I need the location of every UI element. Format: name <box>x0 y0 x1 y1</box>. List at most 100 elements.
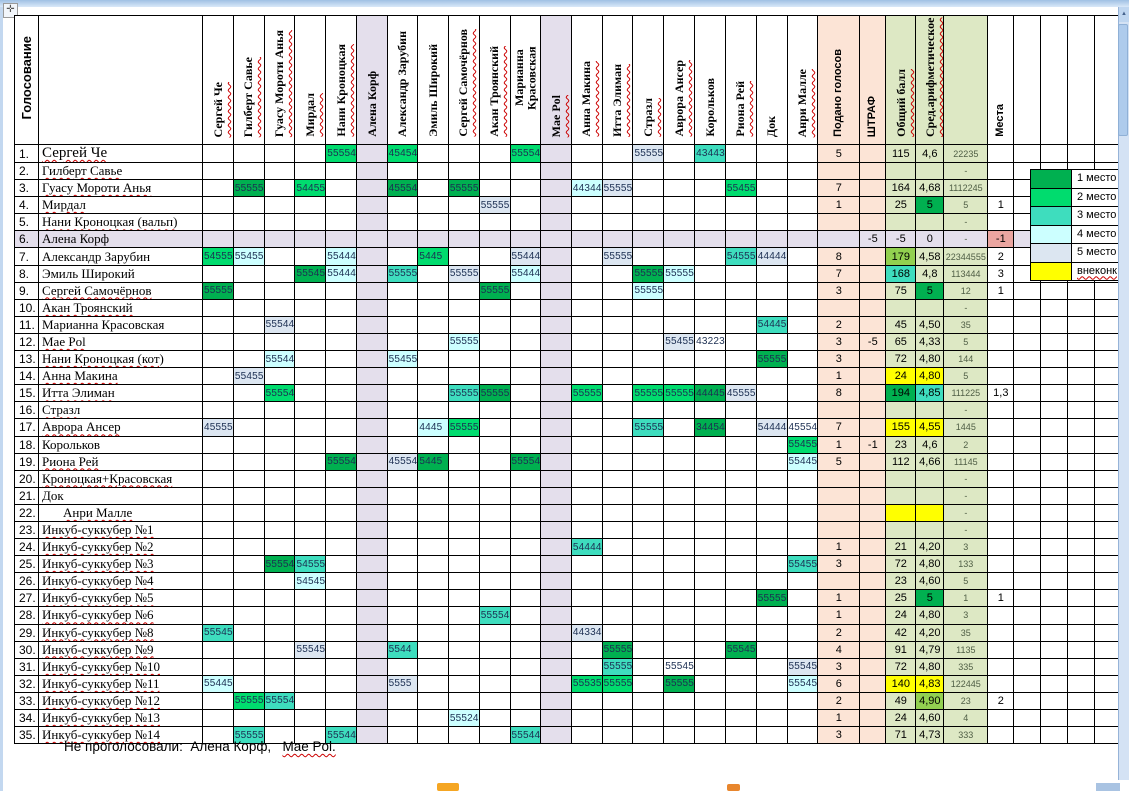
vote-cell[interactable] <box>755 144 788 163</box>
participant-name-cell[interactable]: Анна Макина <box>38 367 203 386</box>
vote-cell[interactable] <box>386 418 419 437</box>
vote-cell[interactable] <box>447 161 480 181</box>
vote-cell[interactable] <box>263 726 296 745</box>
vote-cell[interactable] <box>478 674 511 693</box>
total-score-cell[interactable] <box>885 401 917 420</box>
vote-cell[interactable]: 55554 <box>263 384 296 403</box>
vote-cell[interactable] <box>632 503 665 522</box>
empty-cell[interactable] <box>1094 298 1123 317</box>
vote-cell[interactable] <box>509 469 542 488</box>
vote-cell[interactable] <box>202 161 234 181</box>
vote-cell[interactable] <box>478 315 511 334</box>
vote-cell[interactable] <box>417 589 449 608</box>
vote-cell[interactable] <box>447 572 480 591</box>
vote-cell[interactable] <box>202 401 234 420</box>
average-cell[interactable] <box>915 298 945 317</box>
place-cell[interactable]: 1,3 <box>987 384 1015 403</box>
vote-cell[interactable]: 43443 <box>694 144 726 163</box>
vote-cell[interactable]: 5544 <box>386 640 419 659</box>
vote-cell[interactable] <box>325 281 358 300</box>
vote-cell[interactable] <box>724 503 757 522</box>
votes-count-cell[interactable] <box>817 298 861 317</box>
vote-cell[interactable] <box>263 179 296 198</box>
vote-cell[interactable] <box>447 674 480 693</box>
vote-cell[interactable] <box>509 367 542 386</box>
vote-cell[interactable] <box>263 230 296 249</box>
empty-cell[interactable] <box>1013 401 1042 420</box>
empty-cell[interactable] <box>1013 298 1042 317</box>
vote-cell[interactable] <box>786 332 819 352</box>
vote-cell[interactable] <box>232 384 265 403</box>
places-list-cell[interactable]: 35 <box>943 315 989 334</box>
vote-cell[interactable] <box>540 452 572 471</box>
vote-cell[interactable] <box>417 367 449 386</box>
vote-cell[interactable] <box>356 708 388 728</box>
vote-cell[interactable] <box>386 367 419 386</box>
row-number-cell[interactable]: 30. <box>14 640 39 659</box>
vote-cell[interactable] <box>325 606 358 625</box>
vote-cell[interactable] <box>540 606 572 625</box>
vote-cell[interactable] <box>263 606 296 625</box>
penalty-cell[interactable] <box>859 401 887 420</box>
vote-cell[interactable] <box>447 350 480 369</box>
vote-cell[interactable] <box>325 538 358 557</box>
penalty-cell[interactable] <box>859 247 887 266</box>
vote-cell[interactable] <box>509 179 542 198</box>
vote-cell[interactable] <box>202 435 234 454</box>
vote-cell[interactable]: 55555 <box>632 264 665 283</box>
vote-cell[interactable] <box>202 708 234 728</box>
participant-name-cell[interactable]: Инкуб-суккубер №11 <box>38 674 203 693</box>
vote-cell[interactable] <box>263 452 296 471</box>
vote-cell[interactable] <box>540 708 572 728</box>
vote-cell[interactable] <box>386 691 419 711</box>
vote-cell[interactable] <box>478 350 511 369</box>
vote-cell[interactable] <box>325 691 358 711</box>
average-cell[interactable]: 4,6 <box>915 144 945 163</box>
participant-name-cell[interactable]: Инкуб-суккубер №8 <box>38 623 203 642</box>
place-cell[interactable] <box>987 503 1015 522</box>
vote-cell[interactable]: 45555 <box>202 418 234 437</box>
vote-cell[interactable] <box>755 674 788 693</box>
places-list-cell[interactable]: 22344555 <box>943 247 989 266</box>
penalty-cell[interactable] <box>859 674 887 693</box>
voter-header-8[interactable]: Эмиль Широкий <box>417 15 449 145</box>
votes-count-cell[interactable]: 3 <box>817 350 861 369</box>
vote-cell[interactable]: 55554 <box>509 452 542 471</box>
vote-cell[interactable] <box>601 520 634 540</box>
empty-cell[interactable] <box>1040 367 1069 386</box>
vote-cell[interactable]: 55555 <box>632 281 665 300</box>
place-cell[interactable] <box>987 520 1015 540</box>
vote-cell[interactable] <box>232 144 265 163</box>
empty-cell[interactable] <box>1067 367 1096 386</box>
vote-cell[interactable] <box>663 623 696 642</box>
places-list-cell[interactable]: 2 <box>943 435 989 454</box>
legend-swatch[interactable] <box>1030 206 1072 226</box>
vote-cell[interactable] <box>417 486 449 505</box>
total-score-cell[interactable] <box>885 486 917 505</box>
vote-cell[interactable]: 45554 <box>386 452 419 471</box>
vote-cell[interactable] <box>263 401 296 420</box>
row-number-cell[interactable]: 2. <box>14 161 39 181</box>
vote-cell[interactable] <box>540 332 572 352</box>
total-score-cell[interactable]: 179 <box>885 247 917 266</box>
participant-name-cell[interactable]: Mae Pol <box>38 332 203 352</box>
vote-cell[interactable] <box>294 144 327 163</box>
vote-cell[interactable] <box>601 401 634 420</box>
vote-cell[interactable] <box>478 572 511 591</box>
participant-name-cell[interactable]: Гилберт Савье <box>38 161 203 181</box>
places-list-cell[interactable]: 111225 <box>943 384 989 403</box>
vote-cell[interactable] <box>263 247 296 266</box>
votes-count-cell[interactable]: 7 <box>817 418 861 437</box>
vote-cell[interactable] <box>724 452 757 471</box>
places-list-cell[interactable]: 335 <box>943 657 989 676</box>
participant-name-cell[interactable]: Корольков <box>38 435 203 454</box>
empty-cell[interactable] <box>1067 555 1096 574</box>
places-list-cell[interactable]: - <box>943 298 989 317</box>
empty-cell[interactable] <box>1013 452 1042 471</box>
empty-cell[interactable] <box>1040 572 1069 591</box>
vote-cell[interactable] <box>540 657 572 676</box>
vote-cell[interactable] <box>232 555 265 574</box>
vote-cell[interactable]: 55455 <box>232 247 265 266</box>
voter-header-1[interactable]: Сергей Че <box>202 15 234 145</box>
vote-cell[interactable] <box>356 469 388 488</box>
